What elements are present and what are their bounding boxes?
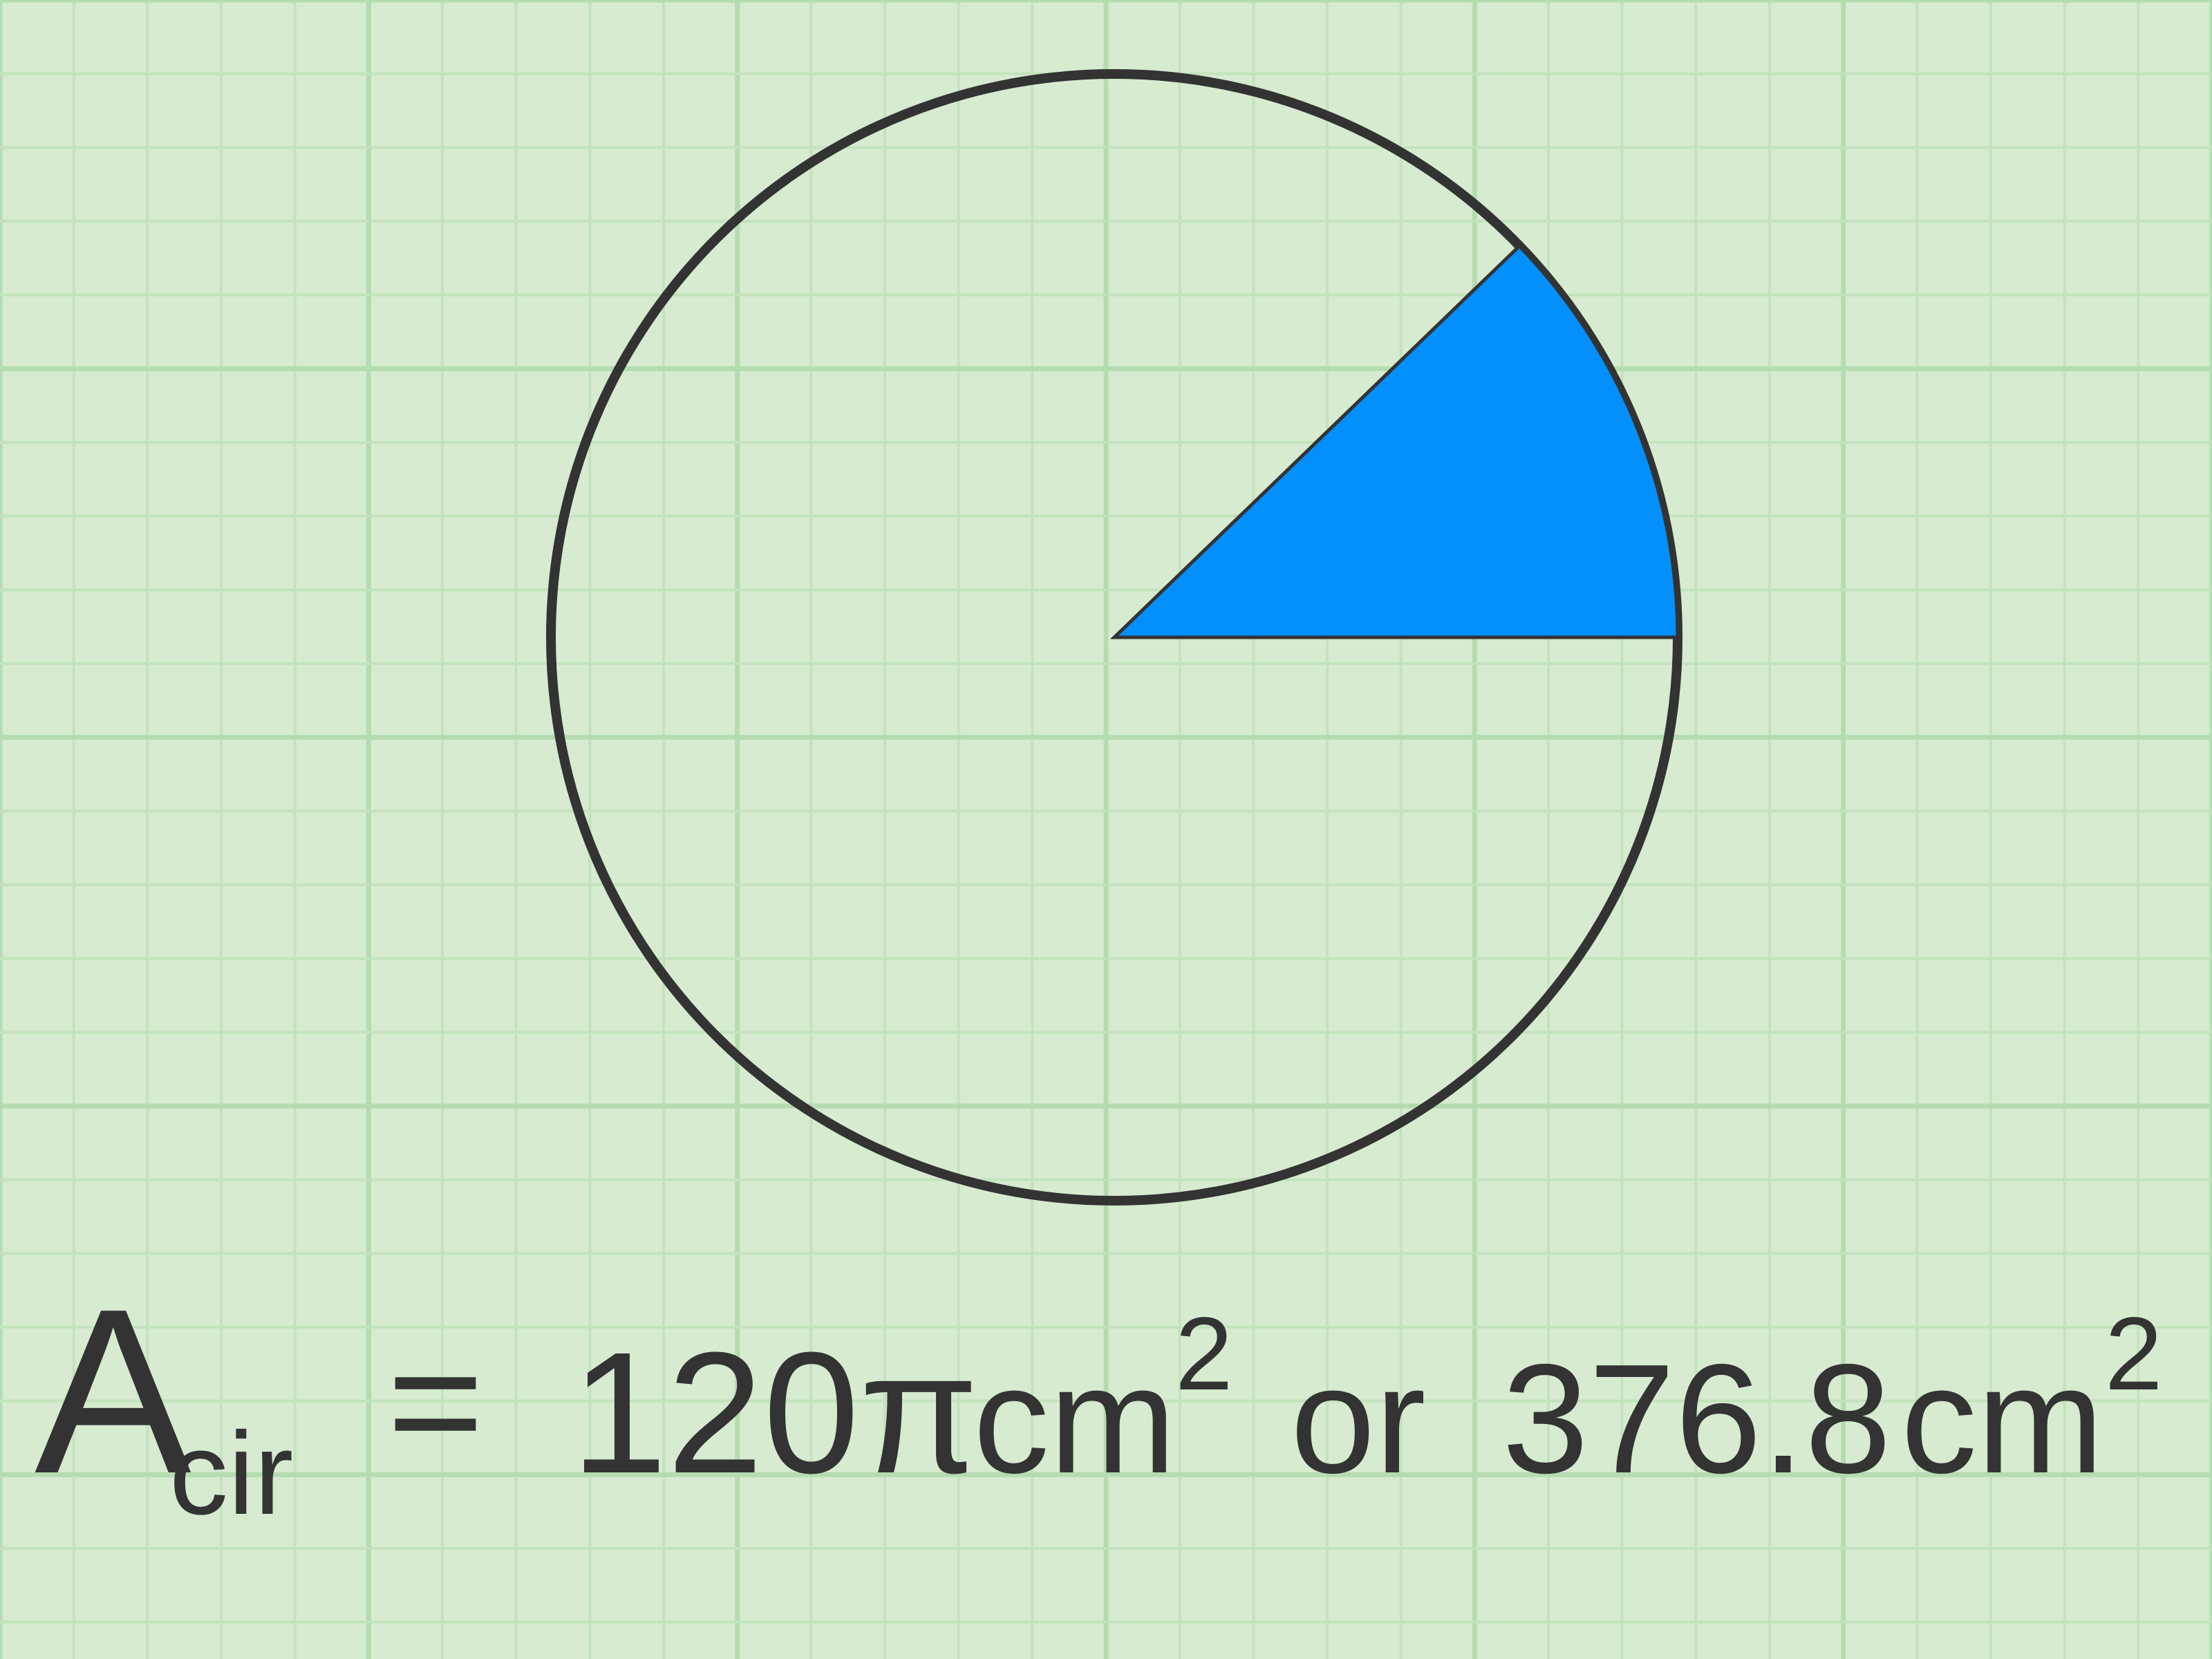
exact-value: 120π — [571, 1316, 979, 1509]
decimal-exponent: 2 — [2105, 1295, 2162, 1412]
exact-exponent: 2 — [1175, 1295, 1232, 1412]
equals-sign: = — [387, 1309, 484, 1494]
area-subscript: cir — [169, 1408, 293, 1539]
exact-unit: cm — [973, 1335, 1176, 1505]
connector: or — [1291, 1335, 1426, 1505]
area-symbol: A — [35, 1260, 192, 1523]
decimal-value: 376.8 — [1502, 1331, 1891, 1506]
decimal-unit: cm — [1901, 1335, 2103, 1505]
sector — [1109, 243, 1680, 639]
